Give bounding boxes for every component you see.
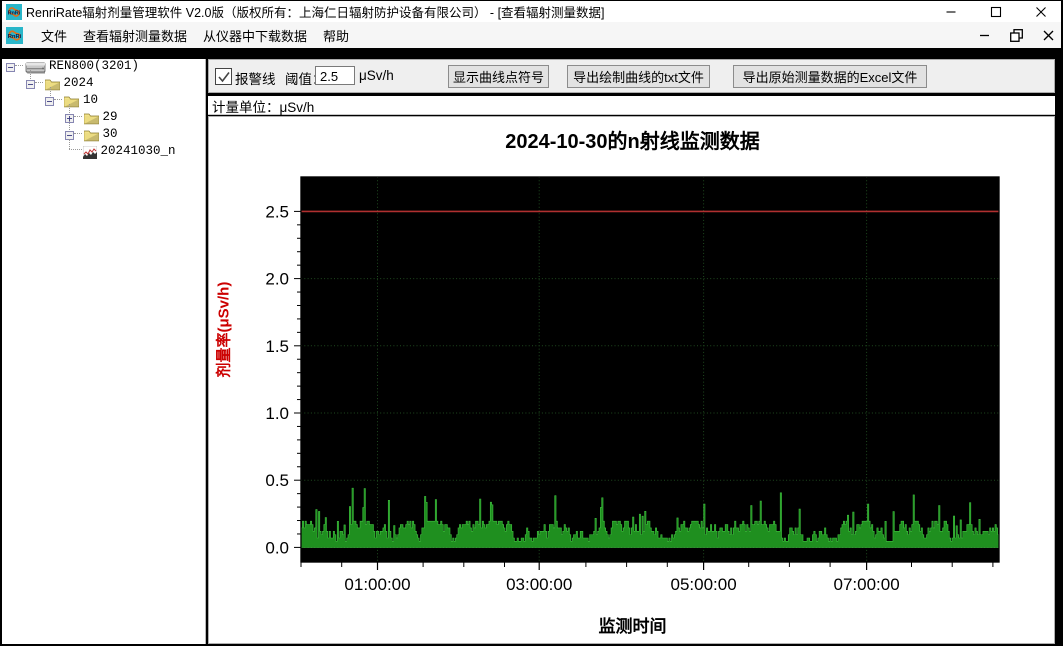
svg-text:01:00:00: 01:00:00: [344, 575, 410, 594]
svg-text:2.5: 2.5: [265, 202, 289, 221]
svg-text:RnRi: RnRi: [8, 10, 21, 16]
svg-text:1.0: 1.0: [265, 404, 289, 423]
svg-text:RnRi: RnRi: [8, 34, 22, 40]
svg-text:2.0: 2.0: [265, 270, 289, 289]
svg-text:0.0: 0.0: [265, 538, 289, 557]
svg-text:1.5: 1.5: [265, 337, 289, 356]
svg-text:03:00:00: 03:00:00: [506, 575, 572, 594]
svg-text:05:00:00: 05:00:00: [671, 575, 737, 594]
svg-text:0.5: 0.5: [265, 471, 289, 490]
svg-text:07:00:00: 07:00:00: [834, 575, 900, 594]
